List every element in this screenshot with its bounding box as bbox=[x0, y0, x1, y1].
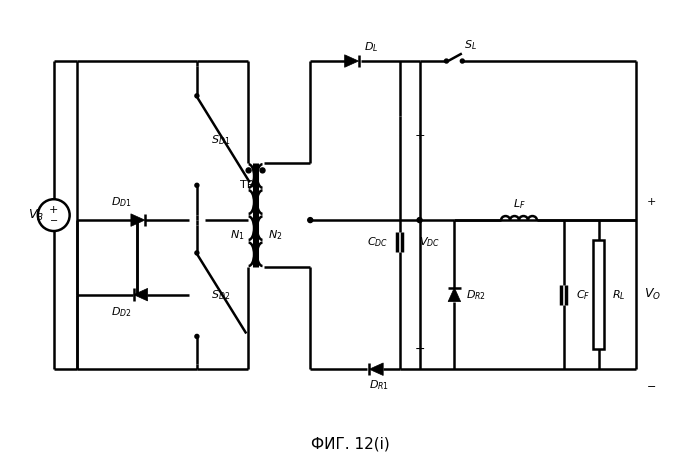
Text: ФИГ. 12(i): ФИГ. 12(i) bbox=[310, 436, 389, 451]
Text: TR: TR bbox=[240, 180, 255, 190]
Text: $N_2$: $N_2$ bbox=[268, 228, 282, 242]
Polygon shape bbox=[345, 55, 359, 67]
Circle shape bbox=[195, 335, 199, 338]
Circle shape bbox=[445, 59, 449, 63]
Text: −: − bbox=[50, 216, 58, 226]
Text: $D_{D1}$: $D_{D1}$ bbox=[111, 195, 131, 209]
Text: −: − bbox=[647, 382, 656, 392]
Bar bbox=[593, 240, 605, 349]
Text: $L_F$: $L_F$ bbox=[512, 197, 526, 211]
Text: $V_O$: $V_O$ bbox=[644, 287, 661, 302]
Text: +: + bbox=[415, 129, 425, 142]
Text: $D_{D2}$: $D_{D2}$ bbox=[111, 306, 131, 320]
Text: $R_L$: $R_L$ bbox=[612, 288, 625, 302]
Text: $V_{DC}$: $V_{DC}$ bbox=[419, 235, 440, 249]
Polygon shape bbox=[448, 288, 461, 302]
Text: −: − bbox=[415, 343, 425, 356]
Text: $S_L$: $S_L$ bbox=[464, 38, 477, 52]
Text: $C_{DC}$: $C_{DC}$ bbox=[367, 235, 389, 249]
Circle shape bbox=[195, 251, 199, 255]
Polygon shape bbox=[131, 214, 145, 227]
Circle shape bbox=[260, 168, 265, 173]
Circle shape bbox=[417, 218, 422, 223]
Circle shape bbox=[195, 183, 199, 187]
Text: +: + bbox=[49, 205, 59, 215]
Circle shape bbox=[308, 218, 312, 223]
Text: $N_1$: $N_1$ bbox=[231, 228, 245, 242]
Text: $C_F$: $C_F$ bbox=[577, 288, 591, 302]
Text: $S_{D1}$: $S_{D1}$ bbox=[211, 134, 231, 147]
Polygon shape bbox=[134, 288, 147, 301]
Text: $V_B$: $V_B$ bbox=[28, 208, 44, 223]
Circle shape bbox=[195, 94, 199, 98]
Polygon shape bbox=[369, 363, 383, 375]
Circle shape bbox=[246, 168, 251, 173]
Text: $D_{R1}$: $D_{R1}$ bbox=[368, 378, 389, 392]
Text: $S_{D2}$: $S_{D2}$ bbox=[211, 288, 231, 302]
Text: +: + bbox=[647, 197, 656, 207]
Circle shape bbox=[461, 59, 464, 63]
Text: $D_L$: $D_L$ bbox=[363, 40, 378, 54]
Text: $D_{R2}$: $D_{R2}$ bbox=[466, 288, 487, 302]
